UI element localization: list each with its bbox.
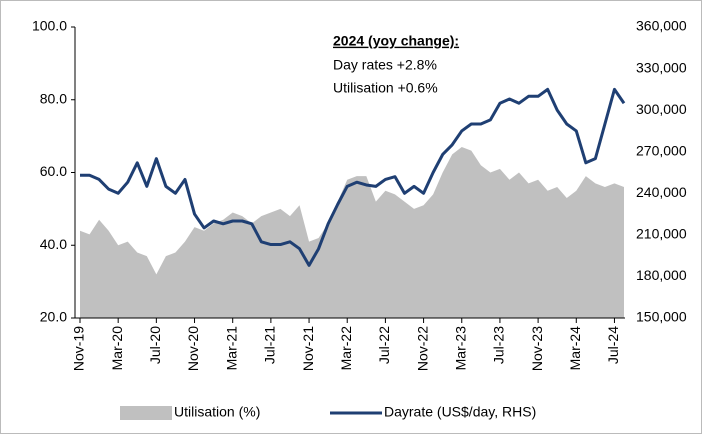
- line: [80, 87, 626, 267]
- y-tick-label: 60.0: [40, 163, 67, 179]
- x-tick-label: Nov-22: [414, 326, 430, 371]
- x-tick-label: Nov-19: [71, 326, 87, 371]
- x-tick-label: Jul-22: [376, 326, 392, 364]
- y2-tick-label: 300,000: [636, 101, 687, 117]
- legend-label: Utilisation (%): [174, 404, 260, 420]
- y-tick-label: 80.0: [40, 90, 67, 106]
- y-tick-label: 20.0: [40, 309, 67, 325]
- x-tick-label: Nov-21: [300, 326, 316, 371]
- y-tick-label: 100.0: [32, 18, 67, 34]
- x-tick-label: Mar-20: [109, 326, 125, 371]
- plot: 20.0 40.0 60.0 80.0 100.0 150,000 180,000 210,0…: [32, 18, 687, 420]
- legend-label: Dayrate (US$/day, RHS): [384, 404, 536, 420]
- legend-swatch: [120, 406, 172, 420]
- annotation-line: Utilisation +0.6%: [333, 80, 438, 96]
- y2-tick-label: 210,000: [636, 226, 687, 242]
- y-tick-label: 40.0: [40, 236, 67, 252]
- y2-tick-label: 270,000: [636, 142, 687, 158]
- y2-tick-label: 330,000: [636, 59, 687, 75]
- x-tick-label: Nov-23: [529, 326, 545, 371]
- x-tick-label: Nov-20: [185, 326, 201, 371]
- y2-tick-label: 150,000: [636, 309, 687, 325]
- y2-tick-label: 240,000: [636, 184, 687, 200]
- x-tick-label: Mar-21: [223, 326, 239, 371]
- x-tick-label: Jul-20: [147, 326, 163, 364]
- y2-tick-label: 360,000: [636, 18, 687, 34]
- y2-tick-label: 180,000: [636, 267, 687, 283]
- area: [80, 147, 624, 318]
- x-tick-label: Jul-24: [605, 326, 621, 364]
- x-tick-label: Mar-24: [567, 326, 583, 371]
- x-tick-label: Jul-23: [491, 326, 507, 364]
- x-tick-label: Jul-21: [262, 326, 278, 364]
- annotation-line: Day rates +2.8%: [333, 57, 437, 73]
- x-tick-label: Mar-23: [452, 326, 468, 371]
- annotation-title: 2024 (yoy change):: [333, 33, 459, 49]
- x-tick-label: Mar-22: [338, 326, 354, 371]
